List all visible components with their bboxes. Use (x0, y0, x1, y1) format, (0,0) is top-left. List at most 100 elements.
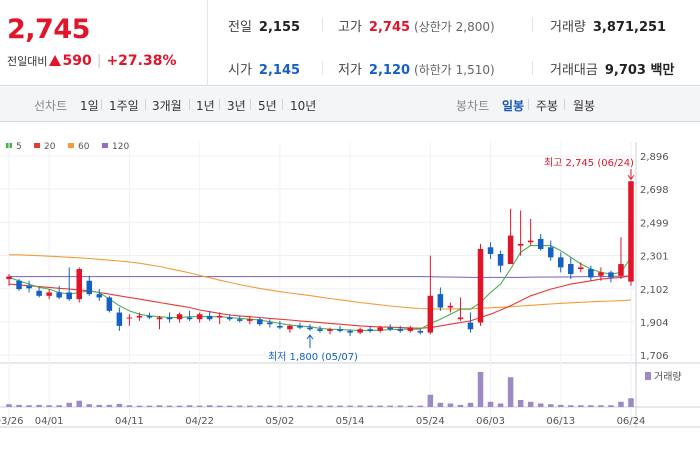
candle-body-53 (537, 238, 544, 249)
divider (322, 18, 323, 32)
candle-body-2 (26, 285, 32, 289)
volume-bar-18 (186, 405, 193, 407)
x-tick-label-8: 06/13 (546, 416, 575, 427)
stat-value: 2,155 (258, 20, 301, 35)
candle-body-35 (357, 329, 363, 333)
volume-bar-39 (397, 405, 404, 407)
candle-body-43 (437, 294, 444, 308)
line-chart-label: 선차트 (34, 99, 68, 113)
candle-body-46 (467, 322, 474, 330)
candle-body-10 (106, 297, 113, 311)
volume-bar-55 (558, 404, 564, 407)
volume-bar-2 (26, 405, 32, 407)
legend-label-0: 5 (16, 142, 22, 152)
stat-label: 거래대금 (550, 63, 598, 78)
volume-legend-label: 거래량 (654, 371, 682, 383)
period-1y-button[interactable]: 1년 (196, 99, 215, 113)
divider (101, 99, 102, 110)
volume-bar-61 (618, 401, 624, 407)
volume-bar-17 (176, 405, 183, 407)
current-price: 2,745 (7, 14, 90, 45)
period-3m-button[interactable]: 3개월 (152, 99, 182, 113)
candle-body-34 (347, 330, 353, 333)
volume-bar-6 (66, 402, 72, 407)
x-tick-label-6: 05/24 (416, 416, 445, 427)
volume-bar-29 (297, 405, 303, 407)
stat-note: (하한가 1,510) (414, 63, 495, 77)
candle-body-26 (267, 322, 273, 325)
volume-bar-40 (407, 405, 414, 407)
volume-bar-54 (547, 404, 554, 407)
volume-bar-21 (216, 405, 223, 407)
volume-bar-44 (447, 403, 454, 407)
x-tick-label-4: 05/02 (265, 416, 294, 427)
volume-bar-51 (517, 400, 524, 407)
candle-body-56 (568, 264, 574, 275)
candle-body-5 (56, 292, 62, 298)
candle-body-36 (367, 329, 373, 331)
x-axis: 03/26 04/01 04/11 04/22 05/02 05/14 05/24 06/03… (0, 416, 645, 427)
low-annotation: 최저 1,800 (05/07) (268, 351, 358, 363)
candle-body-49 (497, 253, 504, 266)
candle-body-60 (608, 272, 614, 278)
ma5-line (8, 245, 632, 332)
period-bar: 선차트 1일 1주일 3개월 1년 3년 5년 10년 봉차트 일봉 주봉 월봉 (0, 87, 700, 122)
candle-body-39 (397, 329, 404, 331)
volume-bar-32 (327, 405, 333, 407)
volume-bar-46 (467, 402, 474, 407)
volume-bar-60 (608, 405, 614, 407)
candle-monthly-button[interactable]: 월봉 (573, 99, 596, 113)
candle-body-13 (136, 315, 143, 318)
volume-bar-53 (537, 403, 544, 407)
volume-bar-31 (317, 405, 323, 407)
candle-body-6 (66, 292, 72, 300)
volume-bar-16 (166, 405, 173, 407)
volume-bar-13 (136, 405, 143, 407)
up-triangle-icon (49, 55, 62, 66)
candle-daily-button[interactable]: 일봉 (502, 99, 525, 113)
legend-label-1: 20 (44, 142, 56, 152)
volume-bar-45 (457, 404, 464, 407)
high-annotation: 최고 2,745 (06/24) (544, 157, 634, 169)
volume-bar-27 (277, 405, 283, 407)
y-tick-label-3: 2,301 (640, 252, 669, 263)
x-tick-label-5: 05/14 (336, 416, 365, 427)
stat-label: 시가 (228, 63, 252, 78)
stat-low: 저가 2,120 (하한가 1,510) (338, 59, 495, 78)
period-5y-button[interactable]: 5년 (258, 99, 277, 113)
divider (532, 18, 533, 32)
period-3y-button[interactable]: 3년 (227, 99, 246, 113)
volume-bar-50 (507, 377, 514, 407)
volume-bar-4 (46, 405, 52, 407)
volume-bar-38 (387, 405, 393, 407)
volume-bar-25 (257, 405, 263, 407)
candle-weekly-button[interactable]: 주봉 (536, 99, 559, 113)
candle-body-1 (16, 280, 22, 290)
volume-bar-5 (56, 405, 62, 407)
candle-body-54 (547, 247, 554, 258)
y-tick-label-4: 2,102 (640, 285, 669, 296)
x-tick-label-1: 04/01 (35, 416, 64, 427)
volume-legend-swatch (645, 372, 651, 380)
period-1w-button[interactable]: 1주일 (109, 99, 139, 113)
candle-body-50 (507, 235, 514, 265)
stat-value: 2,145 (258, 63, 301, 78)
legend-label-2: 60 (78, 142, 90, 152)
period-10y-button[interactable]: 10년 (290, 99, 317, 113)
ma120-line (9, 275, 632, 278)
volume-bar-24 (247, 405, 253, 407)
x-tick-label-3: 04/22 (185, 416, 214, 427)
candle-body-19 (196, 314, 203, 320)
volume-bar-41 (417, 405, 424, 407)
divider (189, 99, 190, 110)
volume-bar-36 (367, 405, 373, 407)
divider (528, 99, 529, 110)
change-row: 전일대비 590 | +27.38% (7, 53, 176, 69)
candle-chart-label: 봉차트 (456, 99, 490, 113)
change-rate: +27.38% (106, 53, 177, 69)
divider (282, 99, 283, 110)
period-1d-button[interactable]: 1일 (80, 99, 99, 113)
stat-amount: 거래대금 9,703 백만 (550, 59, 674, 78)
volume-bar-15 (156, 405, 163, 407)
candle-body-21 (216, 315, 223, 318)
